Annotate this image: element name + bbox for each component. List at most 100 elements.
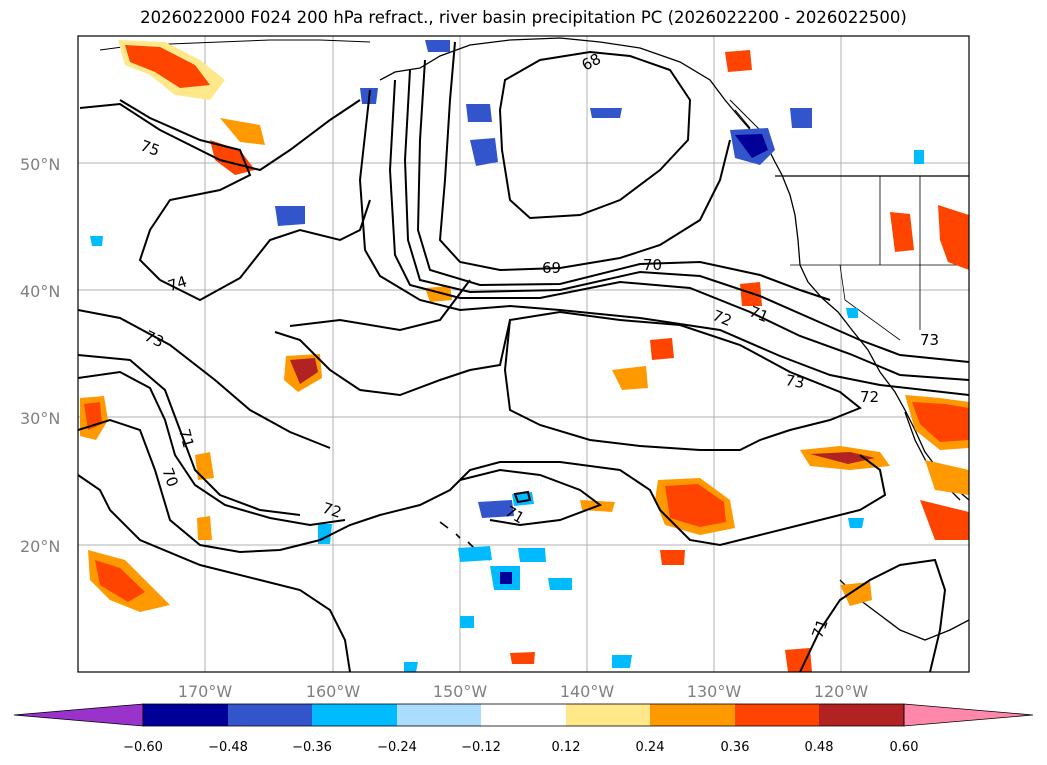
colorbar-swatch-7 <box>650 704 735 726</box>
fill-south-blue-3 <box>404 662 418 672</box>
map-frame <box>77 35 970 673</box>
contour-68 <box>498 50 692 220</box>
fill-hawaii-south-2 <box>458 546 492 562</box>
fill-east-small-3 <box>197 516 212 540</box>
fill-hawaii-south-3-core <box>500 572 512 584</box>
contour-label-70: 70 <box>643 256 662 274</box>
contour-label-71-west: 71 <box>175 427 197 450</box>
fill-mexico-interior <box>920 500 969 540</box>
colorbar-tick: −0.48 <box>208 740 248 755</box>
contour-label-75: 75 <box>138 136 162 159</box>
contour-label-74: 74 <box>165 272 189 295</box>
contour-hawaii-loop <box>289 279 471 332</box>
fill-gulf-alaska-west-core <box>125 45 210 88</box>
fill-vancouver-island-core <box>735 134 768 158</box>
fill-north-pacific-1 <box>470 138 498 166</box>
contour-hawaii-inner <box>274 319 511 397</box>
colorbar-swatch-4 <box>397 704 481 726</box>
fill-north-pacific-3 <box>590 108 622 118</box>
colorbar-tick: −0.24 <box>377 740 417 755</box>
contour-lower-loop <box>459 468 603 527</box>
fill-mexico-pacific-core <box>665 484 726 527</box>
fill-north-pacific-5 <box>790 108 812 128</box>
latitude-labels: 20°N 30°N 40°N 50°N <box>20 155 60 556</box>
fill-south-blue-2 <box>460 616 474 628</box>
contour-small-loop-1 <box>513 490 532 504</box>
contour-72-west <box>78 418 887 554</box>
lon-label-140w: 140°W <box>560 682 615 701</box>
contour-label-71: 71 <box>747 302 771 326</box>
contour-label-72-south: 72 <box>320 499 344 522</box>
fill-east-blue-2 <box>846 308 858 318</box>
fill-subtropical-1 <box>612 366 648 390</box>
lat-label-20n: 20°N <box>20 537 60 556</box>
fill-south-blue-1 <box>612 655 632 668</box>
contour-73-west <box>78 309 331 449</box>
colorbar-ticks: −0.60 −0.48 −0.36 −0.24 −0.12 0.12 0.24 … <box>123 740 918 755</box>
colorbar-extend-left <box>13 703 144 727</box>
colorbar-tick: −0.36 <box>292 740 332 755</box>
fill-east-small-2 <box>195 452 214 480</box>
fill-hawaii-south <box>478 500 514 518</box>
fill-baja-coast <box>925 460 969 495</box>
colorbar-tick: 0.48 <box>805 740 834 755</box>
fill-hawaii-south-6 <box>548 578 572 590</box>
contour-74-arc <box>119 99 252 281</box>
contour-70 <box>416 59 831 301</box>
contour-label-71-south: 71 <box>808 617 831 641</box>
colorbar-swatch-5 <box>481 704 566 726</box>
colorbar: −0.60 −0.48 −0.36 −0.24 −0.12 0.12 0.24 … <box>13 703 1034 755</box>
contour-71 <box>403 69 969 363</box>
fill-west-pacific-2-core <box>95 560 145 602</box>
contour-71-west <box>78 370 346 527</box>
colorbar-swatch-9 <box>819 704 904 726</box>
fill-north-central <box>725 50 752 72</box>
longitude-labels: 170°W 160°W 150°W 140°W 130°W 120°W <box>178 682 869 701</box>
contour-label-72-east: 72 <box>860 388 879 406</box>
fill-south-small-1 <box>510 652 535 664</box>
fill-tropical-east <box>840 582 872 606</box>
colorbar-tick: −0.60 <box>123 740 163 755</box>
colorbar-outline <box>142 703 905 727</box>
lat-label-40n: 40°N <box>20 282 60 301</box>
contour-label-70-west: 70 <box>158 465 181 489</box>
contour-73 <box>358 89 969 396</box>
contour-70-west <box>78 354 301 516</box>
fill-north-pacific-4 <box>275 206 305 226</box>
positive-anomaly-fills <box>80 40 969 672</box>
hawaii-islands <box>439 521 491 561</box>
lon-label-130w: 130°W <box>687 682 742 701</box>
fill-south-small-2 <box>660 550 685 565</box>
fill-east-blue-1 <box>848 518 864 528</box>
lon-label-170w: 170°W <box>178 682 233 701</box>
colorbar-swatch-1 <box>143 704 228 726</box>
lat-label-50n: 50°N <box>20 155 60 174</box>
fill-subtropical-2 <box>650 338 674 360</box>
lon-label-160w: 160°W <box>306 682 361 701</box>
contour-subtropical-loop <box>503 310 862 451</box>
fill-aleutian-mid <box>220 118 265 145</box>
fill-west-blue-1 <box>90 236 103 246</box>
lon-label-150w: 150°W <box>433 682 488 701</box>
north-america-coast <box>379 37 969 501</box>
contour-69 <box>438 41 731 272</box>
fill-tropical-east-2 <box>785 648 812 672</box>
colorbar-tick: 0.24 <box>636 740 665 755</box>
contour-72 <box>388 79 969 381</box>
fill-north-pacific-2 <box>466 104 492 122</box>
contour-label-69: 69 <box>542 259 561 277</box>
fill-subtropical-3-core <box>810 452 875 464</box>
us-state-border-2 <box>839 176 921 341</box>
fill-east-blue-3 <box>914 150 924 164</box>
lat-label-30n: 30°N <box>20 409 60 428</box>
contour-labels: 68 69 70 71 72 73 74 75 71 70 72 71 73 7… <box>138 50 939 641</box>
fill-nevada <box>938 205 969 270</box>
fill-sierra <box>890 212 914 252</box>
lon-label-120w: 120°W <box>814 682 869 701</box>
fill-california-south-core <box>912 402 969 442</box>
fill-hawaii-nw-core <box>290 358 318 384</box>
colorbar-swatch-3 <box>312 704 397 726</box>
colorbar-swatch-2 <box>228 704 312 726</box>
colorbar-swatch-6 <box>566 704 650 726</box>
contour-74 <box>79 99 371 302</box>
